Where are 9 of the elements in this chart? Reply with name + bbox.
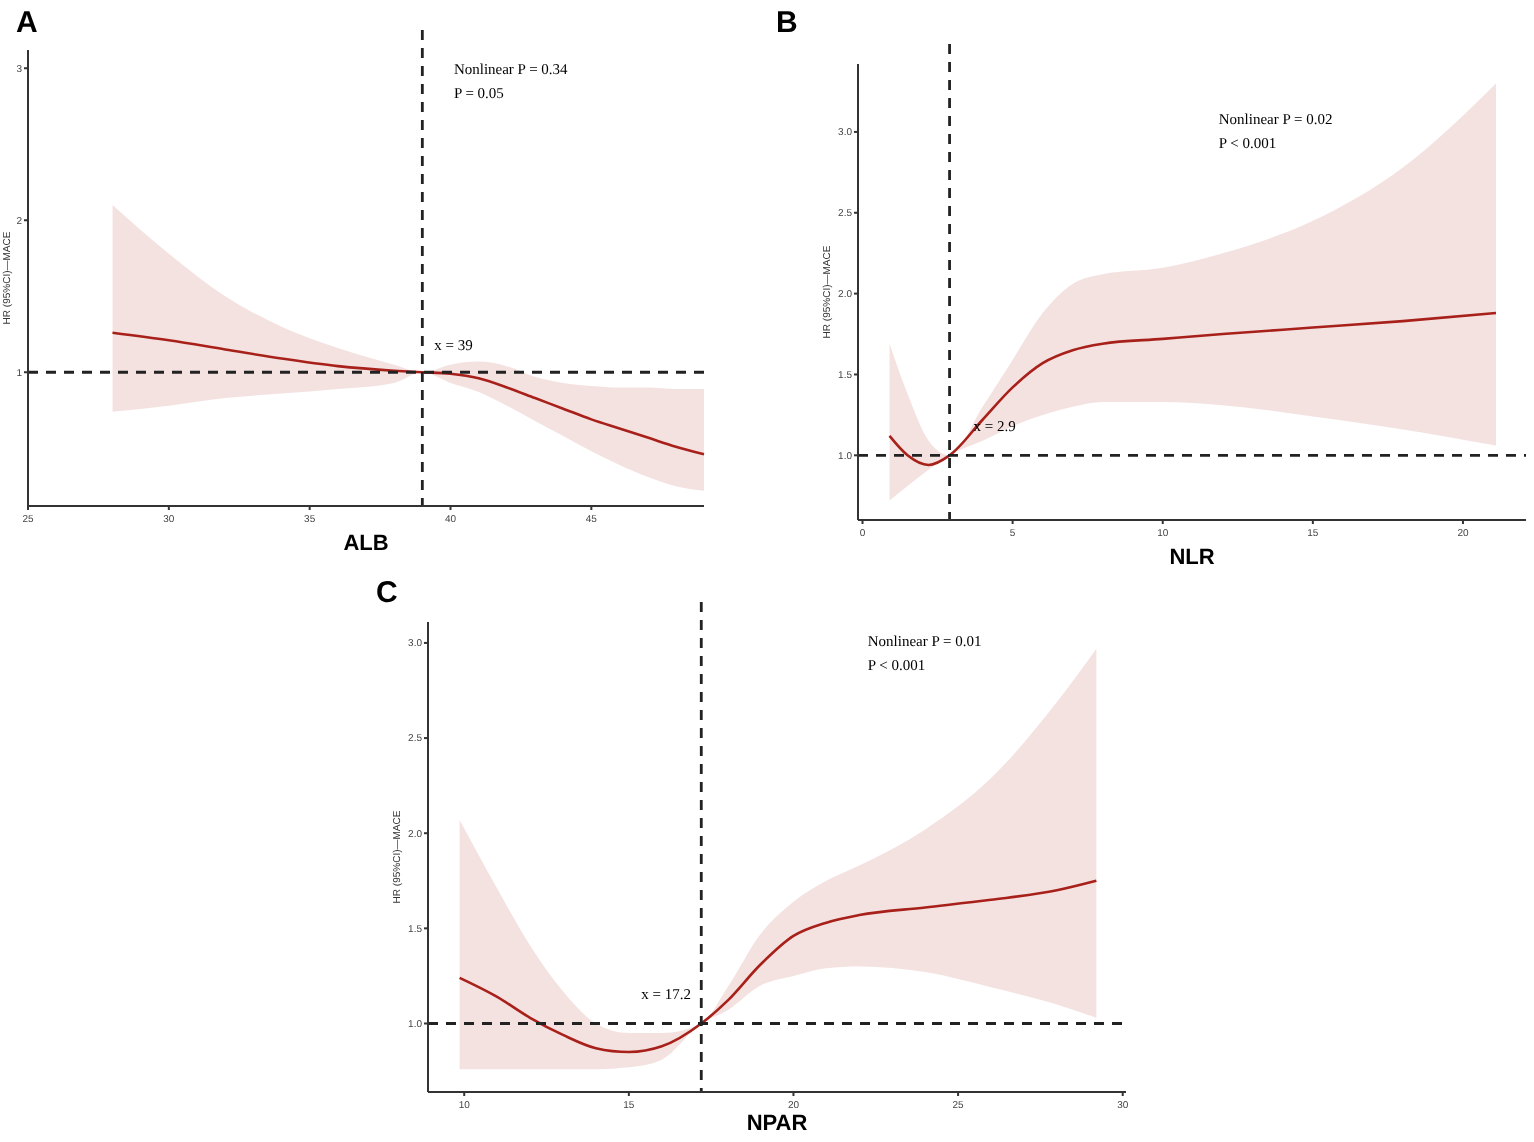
line-series	[458, 879, 1098, 1054]
chart-title: B	[776, 6, 798, 40]
line-series	[888, 311, 1498, 467]
x-axis-title: ALB	[343, 532, 389, 556]
line-series	[111, 331, 706, 456]
x-axis-title: NPAR	[746, 1112, 808, 1136]
chart-title: C	[376, 576, 398, 610]
x-axis-title: NLR	[1169, 546, 1215, 570]
chart-title: A	[16, 6, 38, 40]
